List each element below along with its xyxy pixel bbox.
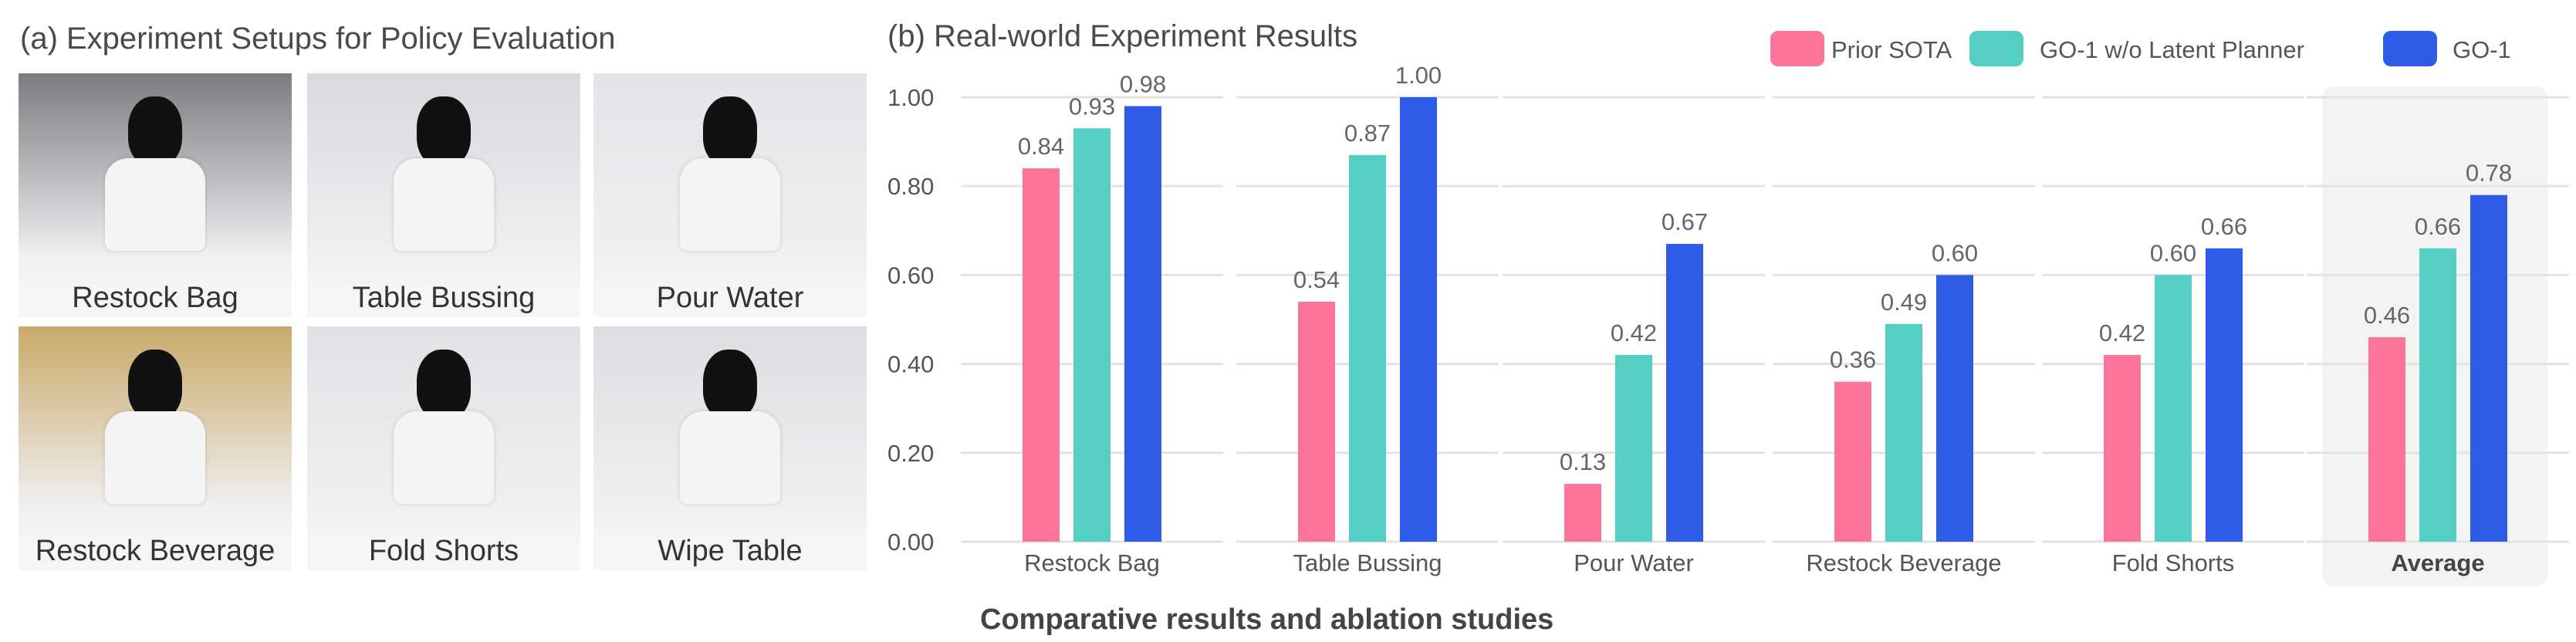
data-label: 0.93 (1069, 93, 1115, 120)
x-tick-label: Table Bussing (1293, 549, 1442, 576)
experiment-photo: Restock Bag (19, 73, 292, 317)
bar-go-1 (1400, 97, 1437, 542)
bar-go-1-w-o-latent-planner (1349, 154, 1386, 542)
photo-label: Restock Beverage (19, 532, 292, 570)
robot-body (105, 158, 205, 251)
data-label: 0.84 (1018, 133, 1064, 160)
data-label: 0.42 (1611, 319, 1657, 346)
bar-prior-sota (1298, 301, 1335, 542)
robot-head (703, 350, 757, 419)
figure-caption: Comparative results and ablation studies (980, 603, 1554, 636)
x-tick-label: Pour Water (1574, 549, 1694, 576)
robot-body (394, 158, 494, 251)
bar-go-1 (1936, 275, 1973, 542)
legend-swatch (1770, 31, 1824, 66)
data-label: 0.54 (1293, 266, 1340, 293)
bar-go-1-w-o-latent-planner (2155, 275, 2192, 542)
legend-swatch (2383, 31, 2437, 66)
robot-head (128, 96, 182, 166)
experiment-photo: Pour Water (593, 73, 867, 317)
y-tick-label: 0.00 (887, 529, 934, 556)
legend-label: GO-1 (2453, 36, 2511, 63)
data-label: 0.66 (2415, 213, 2461, 240)
panel-a-title: (a) Experiment Setups for Policy Evaluat… (20, 22, 616, 56)
bar-go-1 (2206, 248, 2243, 542)
data-label: 0.87 (1344, 120, 1391, 147)
x-tick-label: Average (2391, 549, 2484, 576)
bar-go-1-w-o-latent-planner (1885, 323, 1922, 542)
robot-body (394, 411, 494, 504)
experiment-photo: Fold Shorts (307, 326, 580, 570)
data-label: 1.00 (1395, 62, 1442, 89)
robot-head (703, 96, 757, 166)
y-tick-label: 0.80 (887, 173, 934, 200)
data-label: 0.13 (1560, 448, 1606, 475)
robot-body (105, 411, 205, 504)
data-label: 0.67 (1662, 208, 1708, 235)
data-label: 0.66 (2201, 213, 2247, 240)
bar-go-1-w-o-latent-planner (2419, 248, 2456, 542)
experiment-photo: Restock Beverage (19, 326, 292, 570)
bar-go-1 (1124, 106, 1161, 542)
legend-swatch (1969, 31, 2023, 66)
y-tick-label: 1.00 (887, 84, 934, 111)
x-tick-label: Restock Beverage (1806, 549, 2001, 576)
photo-label: Restock Bag (19, 279, 292, 317)
robot-head (128, 350, 182, 419)
bar-prior-sota (1023, 168, 1060, 542)
data-label: 0.60 (1932, 239, 1978, 266)
data-label: 0.42 (2099, 319, 2145, 346)
robot-body (680, 158, 780, 251)
data-label: 0.78 (2466, 160, 2512, 187)
photo-label: Pour Water (593, 279, 867, 317)
bar-prior-sota (1834, 381, 1871, 542)
bar-go-1-w-o-latent-planner (1073, 128, 1111, 542)
photo-label: Fold Shorts (307, 532, 580, 570)
data-label: 0.49 (1881, 289, 1927, 316)
y-tick-label: 0.60 (887, 262, 934, 289)
x-tick-label: Restock Bag (1024, 549, 1160, 576)
data-label: 0.98 (1120, 71, 1166, 98)
experiment-photo: Wipe Table (593, 326, 867, 570)
x-tick-label: Fold Shorts (2112, 549, 2235, 576)
legend-label: Prior SOTA (1831, 36, 1952, 63)
photo-label: Wipe Table (593, 532, 867, 570)
legend-label: GO-1 w/o Latent Planner (2040, 36, 2304, 63)
data-label: 0.36 (1830, 346, 1876, 373)
bar-go-1 (2470, 194, 2507, 542)
chart-title: (b) Real-world Experiment Results (887, 19, 1357, 53)
experiment-photo: Table Bussing (307, 73, 580, 317)
photo-label: Table Bussing (307, 279, 580, 317)
robot-head (417, 96, 471, 166)
y-tick-label: 0.40 (887, 351, 934, 378)
data-label: 0.60 (2150, 239, 2196, 266)
bar-prior-sota (1564, 484, 1601, 542)
robot-body (680, 411, 780, 504)
bar-prior-sota (2368, 337, 2405, 542)
bar-prior-sota (2104, 355, 2141, 542)
bar-go-1-w-o-latent-planner (1615, 355, 1652, 542)
robot-head (417, 350, 471, 419)
y-tick-label: 0.20 (887, 440, 934, 467)
data-label: 0.46 (2364, 302, 2410, 329)
bar-go-1 (1666, 244, 1703, 542)
